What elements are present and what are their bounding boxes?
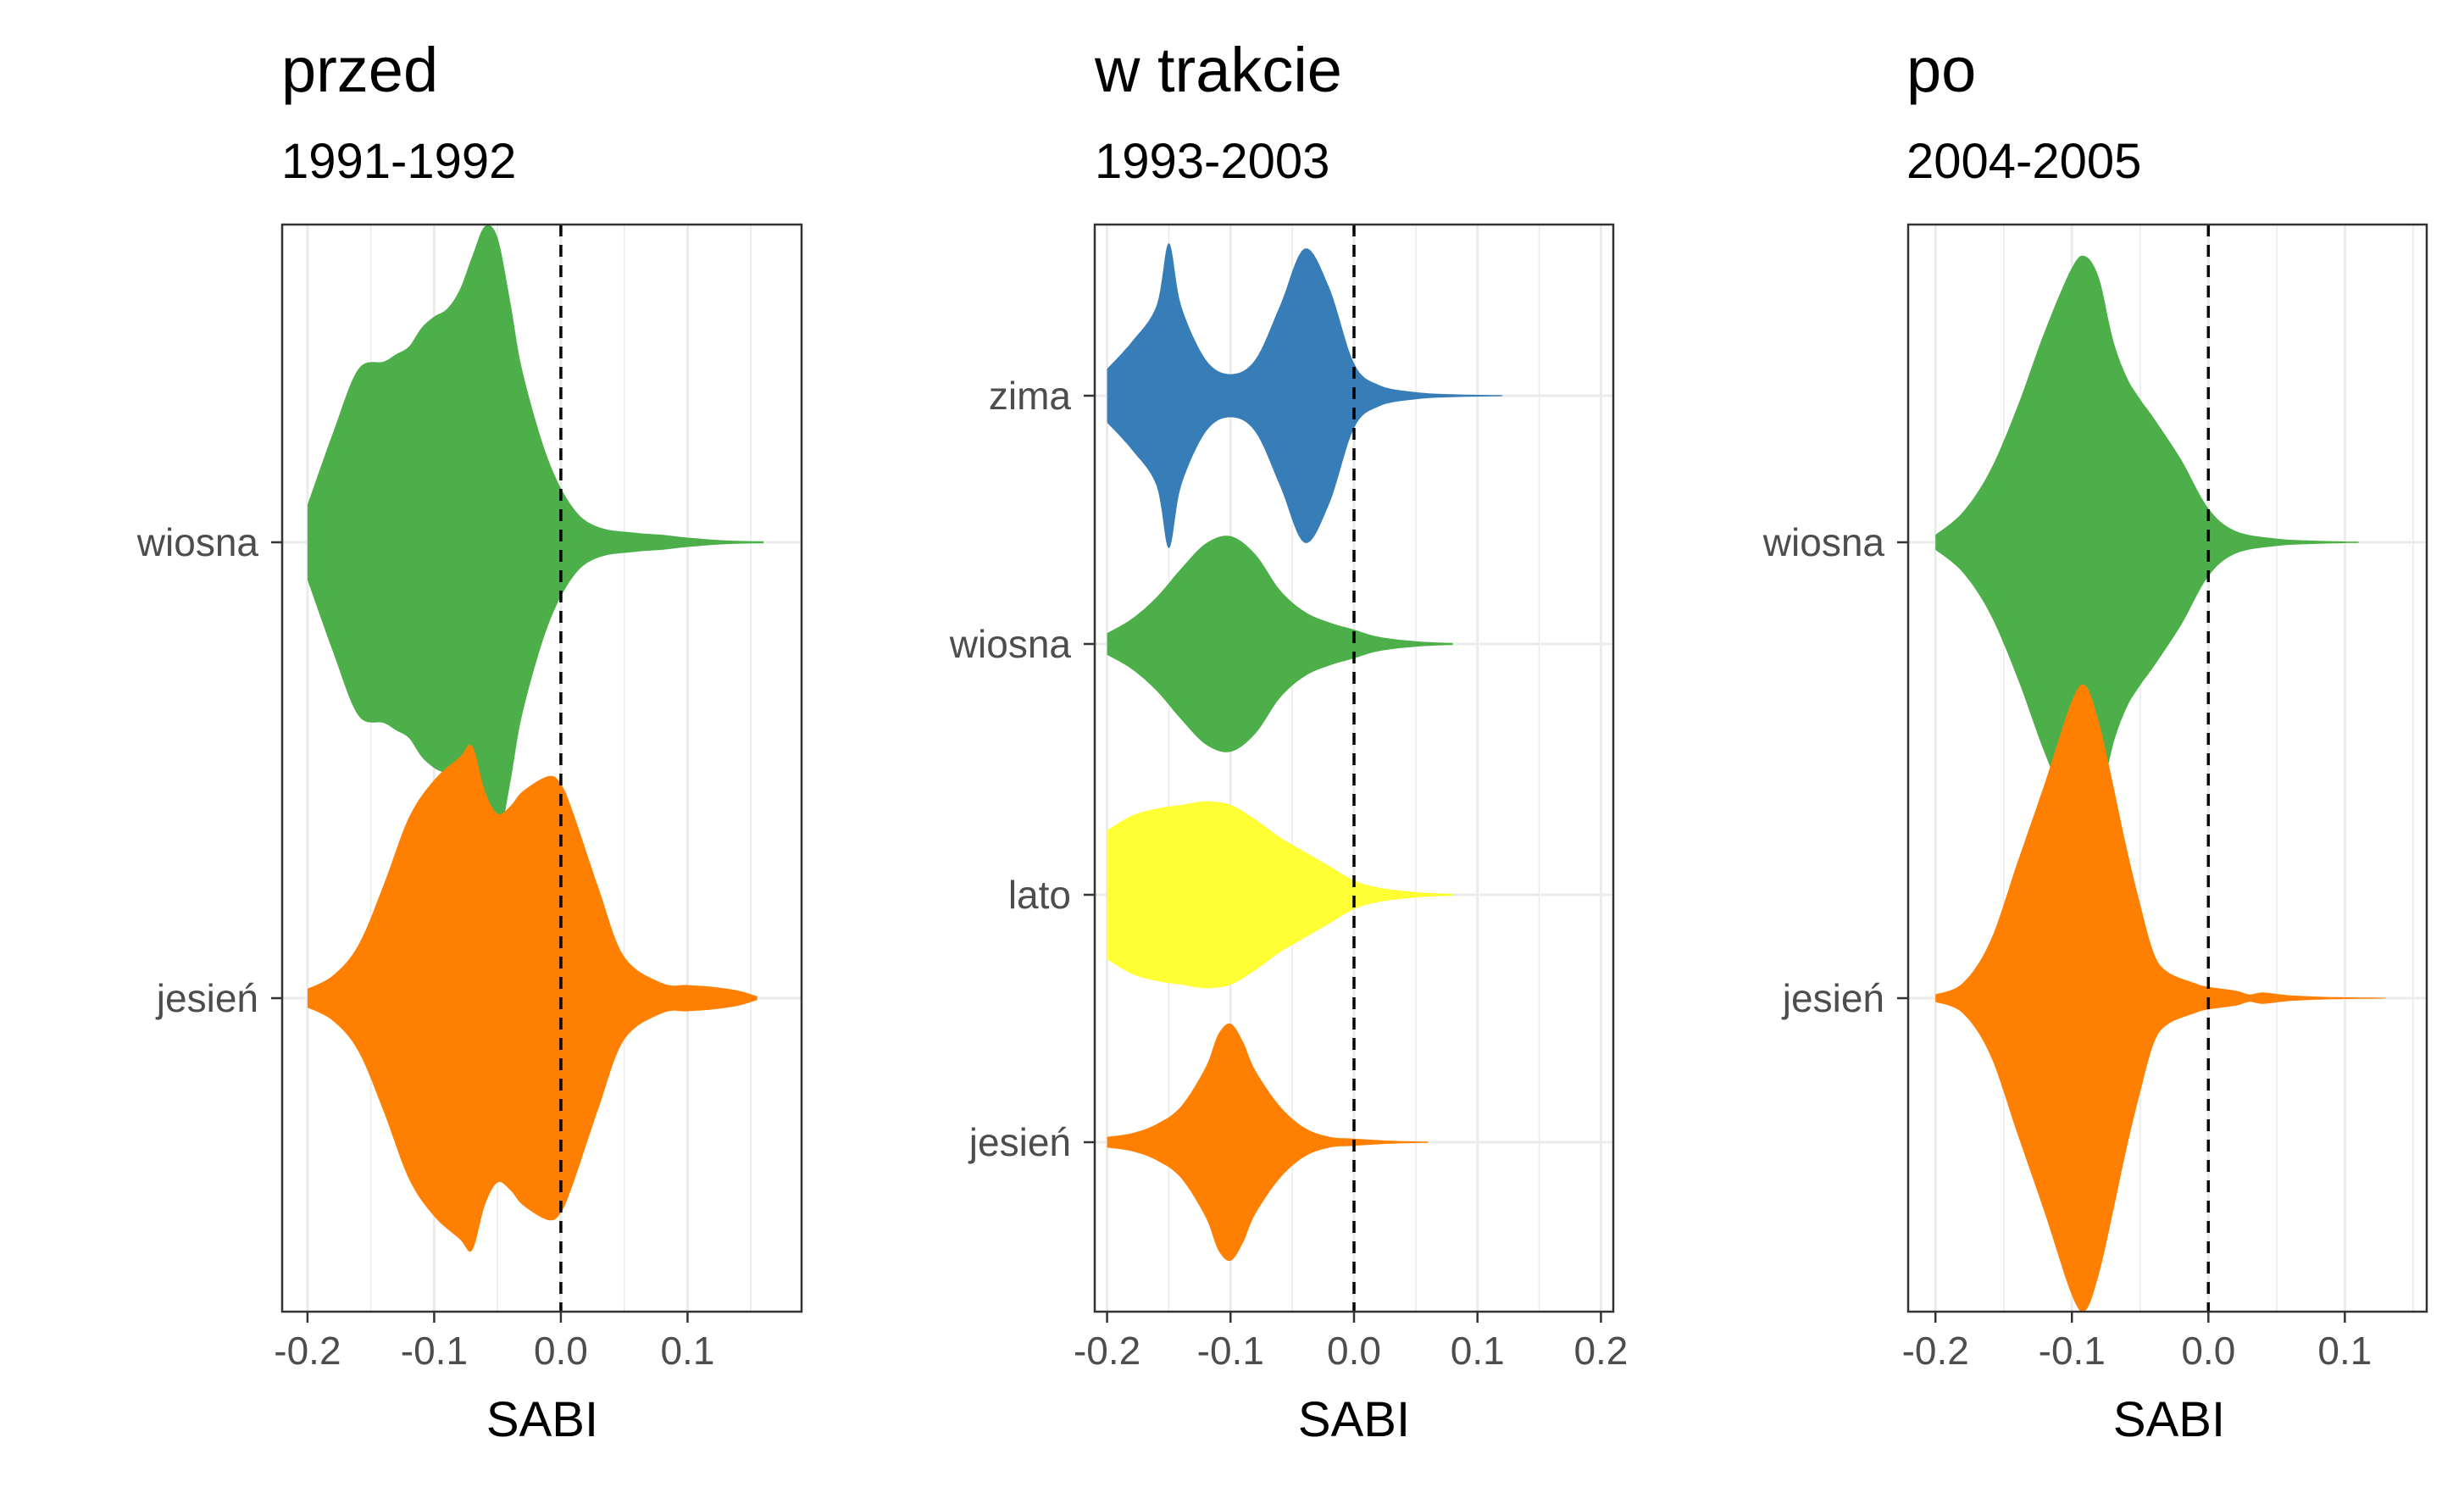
- x-tick-label: 0.1: [660, 1329, 714, 1373]
- panel-przed: przed 1991-1992 SABI -0.2 -0.1 0.0 0.1 wiosn…: [136, 35, 803, 1447]
- panel-po: po 2004-2005 SABI -0.2 -0.1 0.0 0.1 wiosna je…: [1762, 35, 2428, 1447]
- panel-title: w trakcie: [1094, 35, 1342, 105]
- violin-wiosna: [1935, 255, 2359, 830]
- x-tick-label: 0.1: [2317, 1329, 2372, 1373]
- y-tick-label-jesien: jesień: [1781, 976, 1884, 1020]
- x-tick-label: -0.2: [274, 1329, 341, 1373]
- y-tick-label-wiosna: wiosna: [136, 520, 259, 564]
- panel-w-trakcie: w trakcie 1993-2003 SABI -0.2 -0.1 0.0 0.1 0…: [949, 35, 1629, 1447]
- y-tick-label-lato: lato: [1008, 873, 1071, 917]
- panel-title: po: [1906, 35, 1976, 105]
- x-tick-label: -0.2: [1902, 1329, 1969, 1373]
- plot-background: [1908, 225, 2427, 1312]
- violin-zima: [1107, 242, 1502, 549]
- panel-title: przed: [281, 35, 438, 105]
- x-tick-label: -0.1: [1197, 1329, 1264, 1373]
- x-tick-label: 0.0: [534, 1329, 588, 1373]
- x-tick-label: -0.1: [401, 1329, 468, 1373]
- violin-wiosna: [1107, 536, 1453, 752]
- y-tick-label-wiosna: wiosna: [1762, 520, 1885, 564]
- y-tick-label-jesien: jesień: [155, 976, 258, 1020]
- y-tick-label-zima: zima: [989, 374, 1072, 418]
- x-axis-title: SABI: [486, 1392, 598, 1447]
- y-tick-label-jesien: jesień: [968, 1120, 1071, 1164]
- x-tick-label: 0.0: [2181, 1329, 2235, 1373]
- x-tick-label: -0.2: [1074, 1329, 1140, 1373]
- plot-border: [280, 223, 803, 1313]
- x-tick-label: 0.0: [1327, 1329, 1381, 1373]
- violin-wiosna: [307, 225, 764, 860]
- violins: [307, 225, 764, 1252]
- violin-jesien: [307, 744, 758, 1252]
- x-tick-label: 0.1: [1451, 1329, 1505, 1373]
- x-axis-title: SABI: [2113, 1392, 2225, 1447]
- y-tick-label-wiosna: wiosna: [949, 622, 1072, 666]
- violin-jesien: [1935, 684, 2386, 1312]
- panel-subtitle: 1993-2003: [1095, 134, 1329, 189]
- violin-lato: [1107, 801, 1453, 989]
- violins: [1107, 242, 1502, 1262]
- x-tick-label: -0.1: [2039, 1329, 2106, 1373]
- panel-subtitle: 1991-1992: [281, 134, 516, 189]
- violin-jesien: [1107, 1023, 1429, 1262]
- violins: [1935, 255, 2386, 1312]
- plot-border: [1906, 223, 2428, 1313]
- x-tick-label: 0.2: [1573, 1329, 1628, 1373]
- x-axis-title: SABI: [1298, 1392, 1410, 1447]
- panel-subtitle: 2004-2005: [1906, 134, 2141, 189]
